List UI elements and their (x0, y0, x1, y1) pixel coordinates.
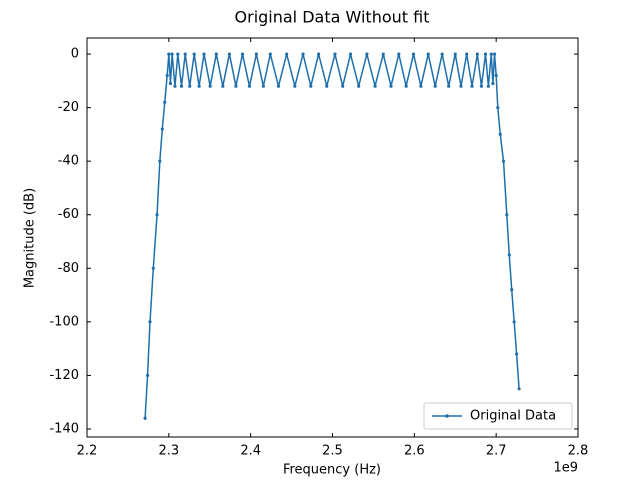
data-point (155, 213, 159, 217)
data-point (494, 73, 498, 78)
y-tick-label: -20 (58, 100, 79, 115)
data-point (496, 106, 500, 110)
x-tick-label: 2.7 (486, 444, 507, 459)
legend-marker (445, 414, 449, 418)
data-point (247, 84, 252, 88)
data-point (143, 416, 147, 420)
data-point (240, 52, 245, 56)
data-point (447, 84, 451, 88)
data-point (158, 159, 162, 163)
data-point (348, 52, 353, 56)
data-point (404, 84, 408, 88)
x-tick-label: 2.5 (322, 444, 343, 459)
data-point (459, 84, 463, 88)
data-point (197, 84, 201, 88)
data-point (148, 320, 152, 324)
y-tick-label: -60 (58, 207, 79, 222)
data-point (465, 52, 469, 56)
data-point (498, 132, 502, 137)
y-tick-label: -140 (49, 421, 79, 436)
data-point (515, 352, 519, 356)
data-point (512, 320, 516, 324)
data-point (301, 52, 305, 56)
data-point (470, 84, 474, 88)
data-point (491, 81, 495, 86)
data-point (357, 84, 361, 88)
data-point (486, 84, 490, 88)
y-tick-label: -120 (49, 368, 79, 383)
legend-box (423, 402, 573, 430)
data-point (365, 52, 369, 56)
data-point (160, 127, 164, 131)
x-tick-label: 2.4 (240, 444, 261, 459)
data-point (419, 84, 423, 88)
data-point (373, 84, 377, 88)
data-point (285, 52, 289, 56)
data-point (433, 84, 437, 88)
data-point (389, 84, 393, 88)
x-tick-label: 2.8 (568, 444, 589, 459)
data-point (254, 52, 258, 56)
x-axis-label: Frequency (Hz) (283, 463, 381, 478)
data-point (183, 52, 187, 56)
data-point (483, 52, 488, 56)
axes-frame (86, 37, 579, 438)
x-tick-label: 2.2 (77, 444, 98, 459)
data-point (510, 288, 514, 292)
data-point (501, 159, 506, 163)
data-point (173, 84, 177, 88)
y-tick-label: -100 (49, 314, 79, 329)
data-point (234, 84, 238, 88)
data-point (309, 84, 313, 88)
data-point (492, 52, 497, 56)
x-offset-label: 1e9 (553, 461, 578, 476)
data-point (192, 52, 196, 56)
data-point (316, 52, 321, 56)
data-point (227, 52, 231, 56)
data-point (168, 81, 173, 86)
data-point (381, 52, 385, 56)
data-point (411, 52, 416, 56)
data-point (517, 387, 521, 391)
data-point (489, 52, 493, 56)
data-point (145, 373, 150, 378)
data-point (475, 52, 479, 56)
data-point (276, 84, 281, 88)
x-tick-label: 2.3 (158, 444, 179, 459)
data-point (268, 52, 272, 56)
data-point (325, 84, 329, 88)
data-point (208, 84, 212, 88)
data-point (151, 266, 155, 270)
y-axis-label: Magnitude (dB) (23, 188, 38, 288)
data-point (453, 52, 457, 56)
data-point (163, 100, 167, 104)
data-point (440, 52, 444, 56)
data-point (202, 52, 206, 56)
data-point (333, 52, 337, 56)
data-point (505, 213, 509, 217)
data-point (188, 84, 192, 88)
data-point (426, 52, 430, 56)
legend-label: Original Data (470, 409, 556, 424)
data-point (165, 73, 169, 78)
data-line (144, 53, 520, 419)
data-point (170, 52, 174, 56)
data-point (507, 253, 511, 257)
data-point (214, 52, 218, 56)
data-point (479, 84, 484, 88)
y-tick-label: -40 (58, 154, 79, 169)
data-point (397, 52, 401, 56)
data-point (179, 84, 184, 88)
x-tick-label: 2.6 (404, 444, 425, 459)
y-tick-label: 0 (71, 47, 79, 62)
chart-title: Original Data Without fit (235, 8, 430, 27)
data-point (167, 52, 171, 56)
data-point (341, 84, 345, 88)
data-point (261, 84, 265, 88)
data-point (221, 84, 225, 88)
y-tick-label: -80 (58, 261, 79, 276)
data-point (176, 52, 180, 56)
data-point (293, 84, 297, 88)
